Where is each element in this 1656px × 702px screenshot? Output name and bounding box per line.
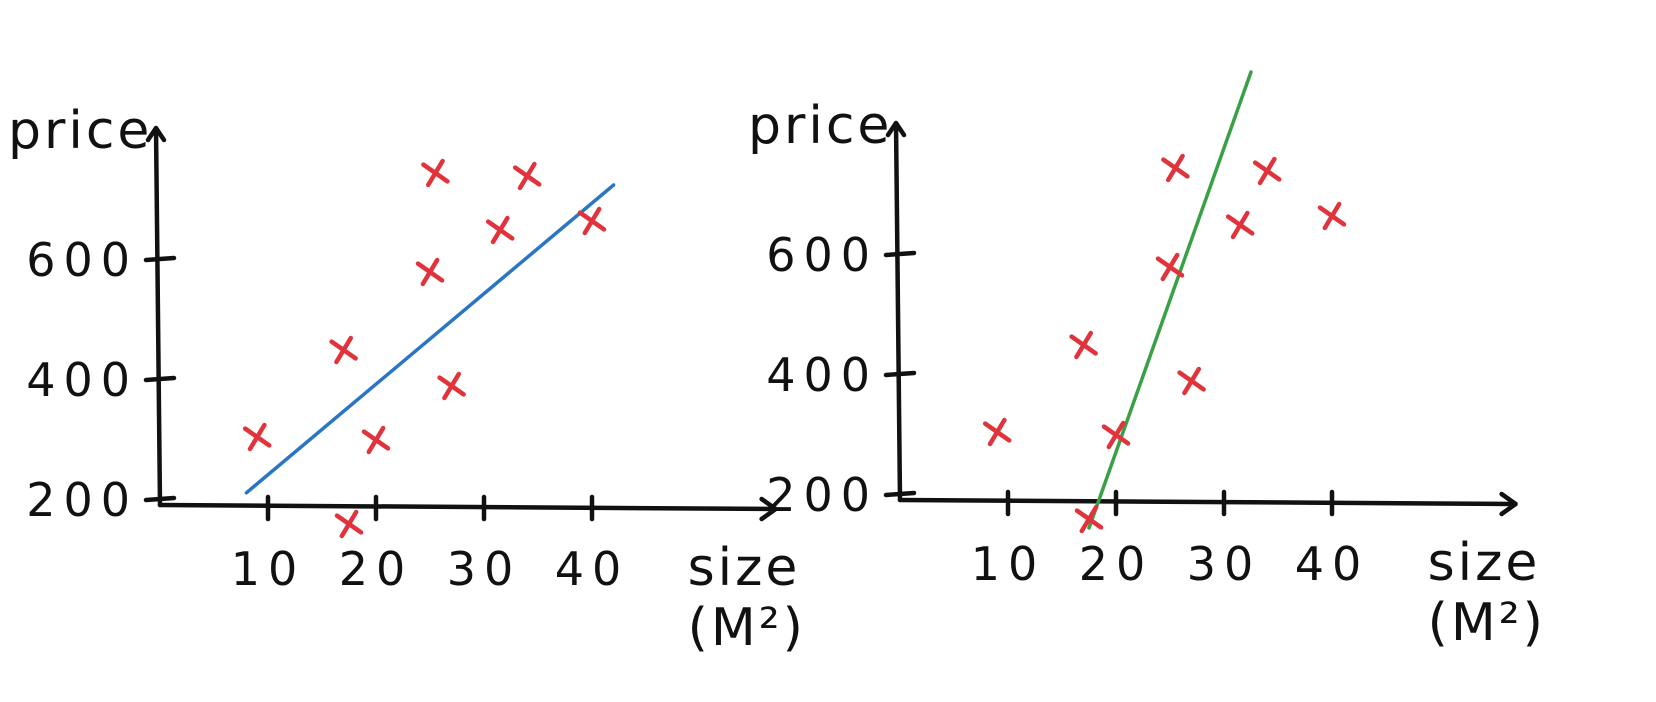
x-tick-label: 40 <box>555 542 630 596</box>
data-point <box>1225 210 1255 240</box>
data-point <box>415 257 445 287</box>
y-tick <box>143 375 177 383</box>
data-point <box>1161 153 1190 183</box>
data-point <box>1069 330 1098 360</box>
data-point <box>1317 201 1347 231</box>
x-axis-label: size <box>688 538 801 598</box>
x-tick-label: 40 <box>1295 537 1370 591</box>
x-tick-label: 20 <box>339 542 414 596</box>
y-tick <box>883 490 917 498</box>
chart-left: 10 20 30 40 200 400 600 price size(M²) <box>8 101 806 658</box>
x-axis-label: size <box>1428 533 1541 593</box>
x-tick-label: 10 <box>231 542 306 596</box>
y-tick-label: 600 <box>766 228 878 282</box>
fit-line <box>1087 70 1253 530</box>
data-point <box>329 335 358 365</box>
x-axis <box>897 491 1518 517</box>
x-axis-unit: (M²) <box>1428 593 1546 653</box>
data-point <box>577 206 607 236</box>
y-axis-label: price <box>8 101 152 161</box>
y-axis <box>885 120 907 503</box>
y-tick <box>883 250 917 258</box>
y-tick <box>143 255 177 263</box>
y-tick-label: 400 <box>26 353 138 407</box>
data-point <box>1074 504 1104 534</box>
data-point <box>485 215 515 245</box>
y-axis <box>145 125 167 508</box>
data-point <box>242 422 272 452</box>
y-tick-label: 600 <box>26 233 138 287</box>
x-tick-label: 20 <box>1079 537 1154 591</box>
x-axis <box>157 496 778 522</box>
x-axis-unit: (M²) <box>688 598 806 658</box>
y-tick-label: 200 <box>26 473 138 527</box>
fit-line <box>244 183 616 495</box>
x-tick-label: 30 <box>1187 537 1262 591</box>
x-tick-label: 10 <box>971 537 1046 591</box>
data-point <box>982 417 1012 447</box>
y-tick <box>883 370 917 378</box>
data-point <box>1177 366 1206 396</box>
data-point <box>1155 252 1185 282</box>
data-point <box>437 371 466 401</box>
data-point <box>421 158 450 188</box>
y-tick-label: 400 <box>766 348 878 402</box>
data-point <box>1101 420 1131 450</box>
y-axis-label: price <box>748 96 892 156</box>
data-point <box>512 161 542 191</box>
data-point <box>1252 156 1282 186</box>
x-tick-label: 30 <box>447 542 522 596</box>
data-point <box>361 425 391 455</box>
y-tick <box>143 495 177 503</box>
data-point <box>334 509 364 539</box>
chart-right: 10 20 30 40 200 400 600 price size(M²) <box>748 70 1546 653</box>
y-tick-label: 200 <box>766 468 878 522</box>
